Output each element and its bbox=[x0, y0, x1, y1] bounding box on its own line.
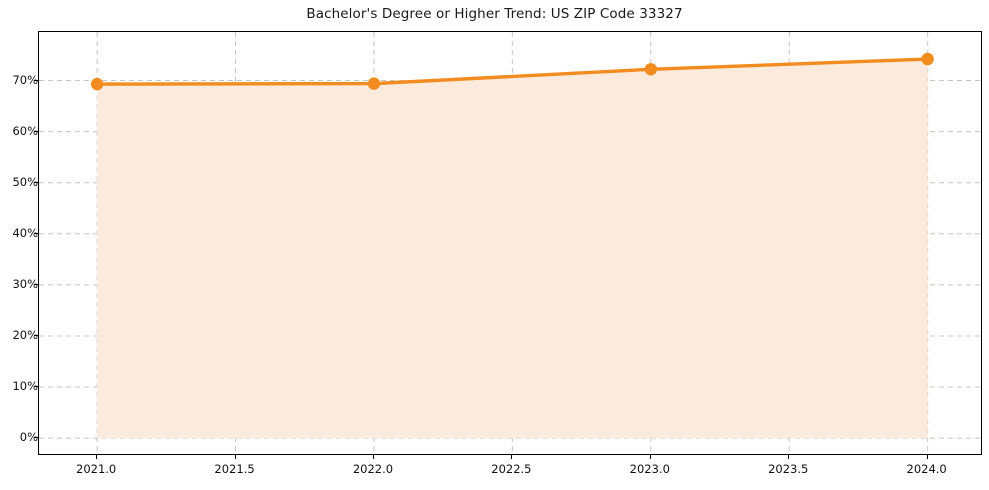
x-axis-tick-mark bbox=[788, 455, 790, 459]
y-axis-tick-mark bbox=[34, 130, 38, 132]
plot-area bbox=[38, 31, 982, 455]
data-point-marker bbox=[644, 63, 657, 76]
y-axis-tick-mark bbox=[34, 232, 38, 234]
x-axis-tick-mark bbox=[926, 455, 928, 459]
x-axis-tick-mark bbox=[96, 455, 98, 459]
y-axis: 0% 10% 20% 30% 40% 50% 60% 70% bbox=[0, 31, 38, 455]
x-axis-tick-label: 2023.5 bbox=[768, 462, 809, 476]
data-point-marker bbox=[90, 77, 104, 91]
x-axis-tick-mark bbox=[649, 455, 651, 459]
chart-title: Bachelor's Degree or Higher Trend: US ZI… bbox=[306, 6, 683, 22]
x-axis-tick-label: 2023.0 bbox=[629, 462, 670, 476]
y-axis-tick-label: 10% bbox=[12, 379, 38, 394]
x-axis-tick-label: 2022.5 bbox=[491, 462, 532, 476]
y-axis-tick-mark bbox=[34, 181, 38, 183]
data-point-marker bbox=[921, 52, 934, 66]
y-axis-tick-label: 20% bbox=[12, 327, 38, 342]
x-axis: 2021.0 2021.5 2022.0 2022.5 2023.0 2023.5 2024… bbox=[38, 455, 982, 490]
y-axis-tick-label: 60% bbox=[12, 123, 38, 138]
x-axis-tick-mark bbox=[234, 455, 236, 459]
x-axis-tick-label: 2021.0 bbox=[76, 462, 117, 476]
x-axis-tick-mark bbox=[511, 455, 513, 459]
y-axis-tick-label: 0% bbox=[19, 430, 38, 445]
data-point-marker bbox=[367, 77, 381, 90]
x-axis-tick-label: 2022.0 bbox=[352, 462, 394, 476]
y-axis-tick-label: 50% bbox=[12, 174, 38, 189]
y-axis-tick-label: 40% bbox=[12, 225, 38, 240]
series-line bbox=[95, 57, 930, 86]
y-axis-tick-mark bbox=[34, 334, 38, 336]
plot-svg bbox=[39, 32, 981, 454]
y-axis-tick-mark bbox=[34, 283, 38, 285]
y-axis-tick-label: 70% bbox=[12, 72, 38, 87]
y-axis-tick-label: 30% bbox=[12, 276, 38, 291]
x-axis-tick-mark bbox=[372, 455, 374, 459]
x-axis-tick-label: 2024.0 bbox=[906, 462, 947, 476]
y-axis-tick-mark bbox=[34, 437, 38, 439]
series-area-fill bbox=[97, 59, 928, 439]
y-axis-tick-mark bbox=[34, 386, 38, 388]
y-axis-tick-mark bbox=[34, 79, 38, 81]
series-markers bbox=[90, 52, 934, 91]
x-axis-tick-label: 2021.5 bbox=[214, 462, 255, 476]
